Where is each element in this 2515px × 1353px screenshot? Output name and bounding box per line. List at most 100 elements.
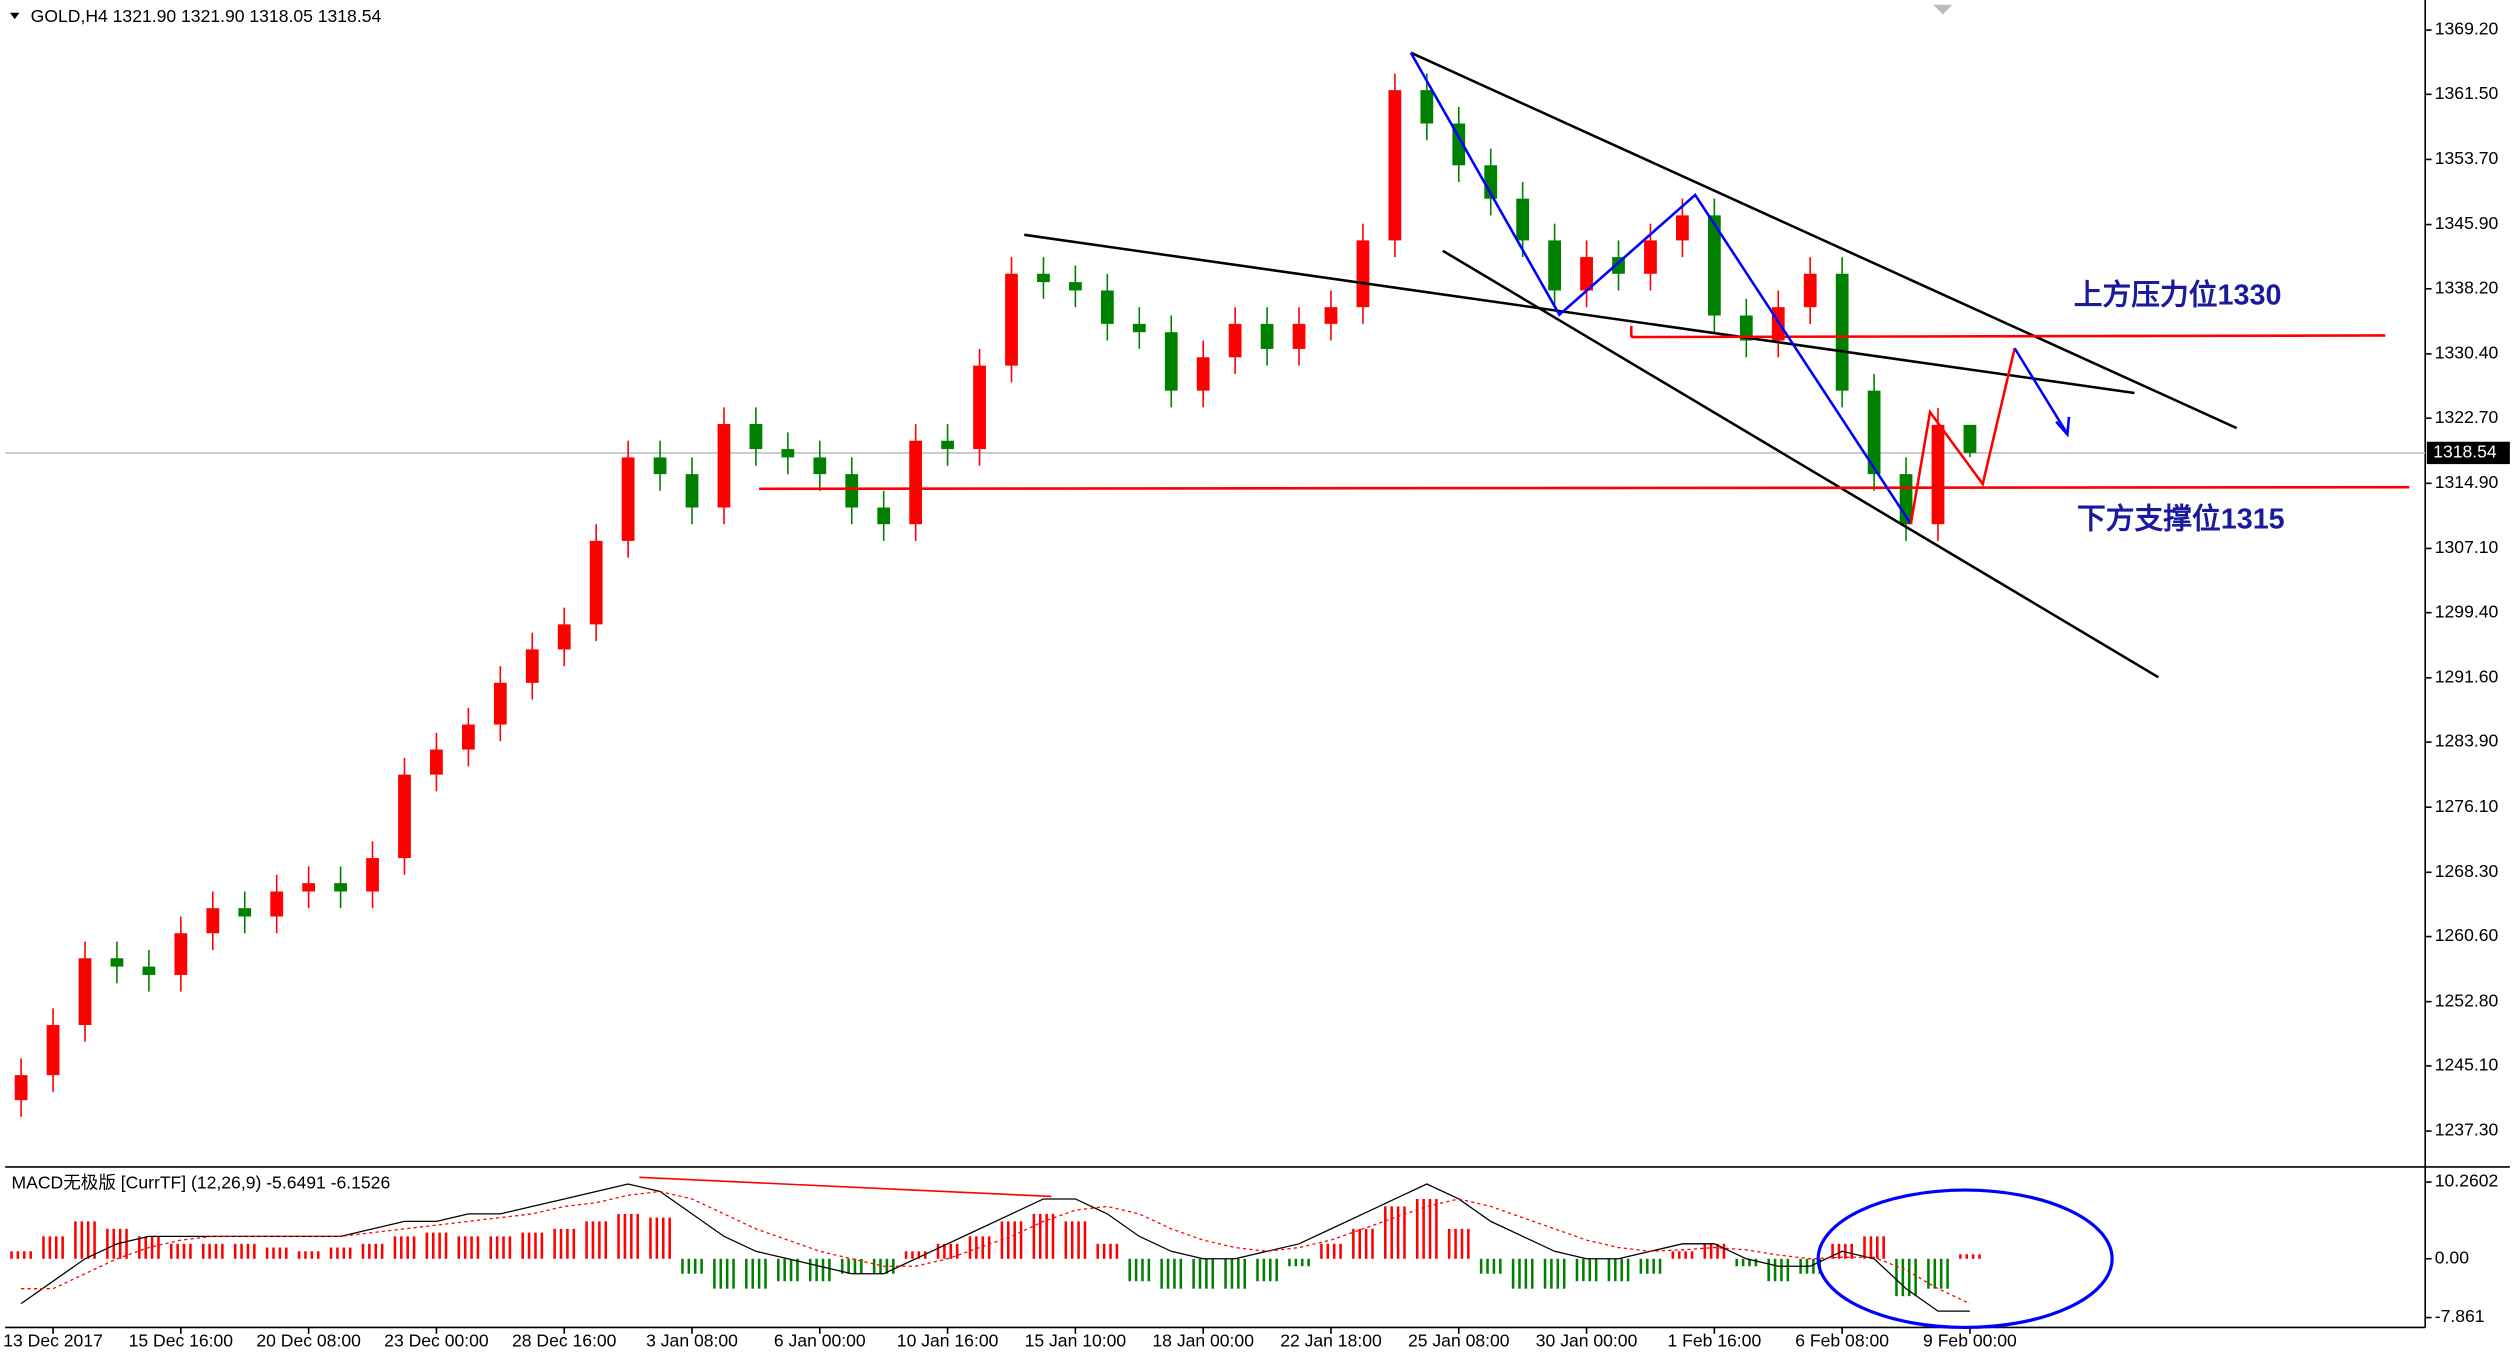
candle-body: [621, 457, 635, 541]
candle-body: [302, 883, 316, 892]
x-tick-label: 9 Feb 00:00: [1923, 1330, 2017, 1350]
signal-line: [21, 1190, 1971, 1305]
annotation: 上方压力位1330: [2074, 279, 2282, 312]
candle-body: [461, 724, 475, 750]
candle-body: [749, 424, 763, 450]
candle-body: [142, 966, 156, 975]
candle-body: [206, 908, 220, 934]
x-tick-label: 18 Jan 00:00: [1152, 1330, 1254, 1350]
candle-body: [1388, 90, 1402, 241]
candle-body: [589, 540, 603, 625]
candle-body: [1228, 323, 1242, 358]
chart-title: GOLD,H4 1321.90 1321.90 1318.05 1318.54: [31, 6, 382, 26]
candle-body: [1132, 323, 1146, 333]
y-tick-label: 1338.20: [2435, 277, 2499, 297]
candle-body: [973, 365, 986, 450]
candle-body: [1931, 424, 1945, 525]
support-line: [759, 485, 2410, 491]
candle-body: [1324, 307, 1338, 324]
candle-body: [334, 883, 347, 892]
channel-lower: [1442, 249, 2160, 679]
y-tick-label: 1322.70: [2435, 407, 2499, 427]
candle-body: [1707, 215, 1721, 316]
candle-body: [174, 933, 188, 975]
y-tick-label: 1276.10: [2435, 796, 2499, 816]
trendline: [1024, 233, 2135, 395]
candle-body: [1420, 90, 1434, 124]
candle-body: [366, 858, 379, 892]
candle-body: [1356, 240, 1370, 308]
candle-body: [1164, 332, 1178, 391]
candle-body: [717, 424, 731, 508]
drawings: [639, 51, 2410, 1330]
x-tick-label: 6 Jan 00:00: [774, 1330, 866, 1350]
x-tick-label: 13 Dec 2017: [3, 1330, 103, 1350]
candle-body: [1963, 424, 1977, 453]
candle-body: [398, 774, 411, 859]
x-tick-label: 15 Jan 10:00: [1025, 1330, 1127, 1350]
candle-body: [110, 958, 124, 967]
channel-upper: [1410, 51, 2238, 430]
plot: 1369.20 1361.50 1353.70 1345.90 1338.20 1330.…: [3, 19, 2510, 1350]
y-tick-label: 1369.20: [2435, 19, 2499, 39]
y-tick-label: 1252.80: [2435, 990, 2499, 1010]
candle-body: [1548, 240, 1562, 291]
x-tick-label: 30 Jan 00:00: [1536, 1330, 1638, 1350]
y-tick-label: 1245.10: [2435, 1055, 2499, 1075]
x-tick-label: 10 Jan 16:00: [897, 1330, 999, 1350]
x-tick-label: 15 Dec 16:00: [129, 1330, 234, 1350]
candle-body: [1739, 315, 1753, 341]
x-tick-label: 6 Feb 08:00: [1795, 1330, 1889, 1350]
candle-body: [1196, 357, 1210, 391]
background: [5, 0, 2510, 1353]
candle-body: [14, 1075, 28, 1101]
candle-body: [46, 1025, 60, 1076]
candle-body: [1260, 323, 1274, 349]
candle-body: [1835, 273, 1849, 391]
x-tick-label: 1 Feb 16:00: [1667, 1330, 1761, 1350]
candle-body: [845, 474, 859, 508]
shift-marker: [1933, 4, 1953, 15]
x-tick-label: 3 Jan 08:00: [646, 1330, 738, 1350]
candle-body: [909, 440, 923, 525]
candle-body: [1069, 282, 1082, 291]
highlight-ellipse: [1816, 1188, 2114, 1330]
candle-body: [1644, 240, 1657, 274]
menu-arrow: [9, 12, 20, 20]
x-tick-label: 20 Dec 08:00: [256, 1330, 361, 1350]
x-tick-label: 22 Jan 18:00: [1280, 1330, 1382, 1350]
wave-path: [1409, 52, 1912, 525]
y-tick-label: -7.861: [2435, 1306, 2485, 1326]
candle-body: [781, 449, 795, 458]
y-tick-label: 1330.40: [2435, 343, 2499, 363]
y-tick-label: 1345.90: [2435, 213, 2499, 233]
y-tick-label: 1268.30: [2435, 861, 2499, 881]
candle-body: [1100, 290, 1114, 324]
x-tick-label: 23 Dec 00:00: [384, 1330, 489, 1350]
candle-body: [1516, 198, 1530, 241]
projection-path: [1909, 347, 2016, 525]
x-tick-label: 28 Dec 16:00: [512, 1330, 617, 1350]
candle-body: [270, 891, 284, 917]
y-tick-label: 1283.90: [2435, 731, 2499, 751]
x-tick-label: 25 Jan 08:00: [1408, 1330, 1510, 1350]
y-tick-label: 1237.30: [2435, 1120, 2499, 1140]
last-price-label: 1318.54: [2433, 442, 2497, 462]
candle-body: [685, 474, 699, 508]
candle-body: [557, 624, 571, 650]
candle-body: [1676, 215, 1689, 241]
candle-body: [1803, 273, 1817, 308]
candle-body: [653, 457, 667, 475]
candle-body: [430, 749, 443, 775]
y-tick-label: 0.00: [2435, 1247, 2469, 1267]
candle-body: [1867, 390, 1881, 475]
candle-body: [813, 457, 827, 475]
candle-body: [877, 507, 891, 525]
candle-body: [1580, 257, 1593, 291]
last-price-box: [2426, 441, 2510, 465]
annotation: 下方支撑位1315: [2077, 502, 2285, 535]
y-tick-label: 1307.10: [2435, 537, 2499, 557]
resistance-line: [1631, 334, 2386, 339]
